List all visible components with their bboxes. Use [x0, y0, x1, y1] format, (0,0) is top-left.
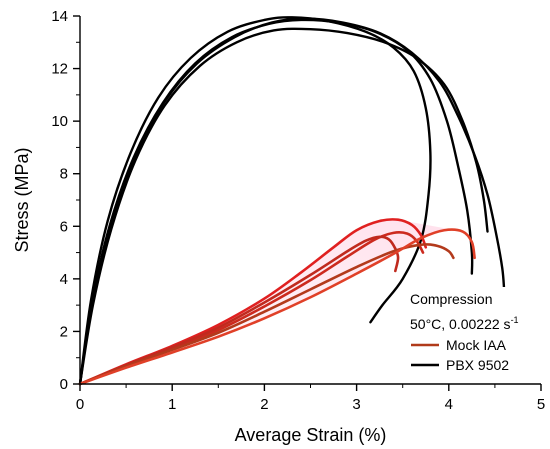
series-line-pbx-9502-3	[78, 27, 489, 386]
x-tick-label: 4	[445, 396, 453, 413]
legend-title-conditions: 50°C, 0.00222 s-1	[410, 315, 519, 332]
y-tick-label: 12	[51, 61, 68, 78]
y-tick-label: 0	[60, 376, 68, 393]
legend-conditions-superscript: -1	[511, 315, 519, 325]
series-line-pbx-9502-4	[78, 17, 506, 386]
series-layer	[78, 16, 506, 386]
x-tick-label: 2	[260, 396, 268, 413]
y-ticks: 0 2 4 6 8 10 12 14	[51, 8, 80, 393]
x-tick-label: 5	[537, 396, 545, 413]
series-line-mock-iaa-7	[78, 235, 400, 386]
legend-label-pbx-9502: PBX 9502	[446, 357, 509, 373]
series-line-pbx-9502-1	[78, 16, 432, 386]
y-tick-label: 14	[51, 8, 68, 25]
legend: Compression 50°C, 0.00222 s-1 Mock IAA P…	[404, 287, 540, 379]
legend-label-mock-iaa: Mock IAA	[446, 337, 507, 353]
x-tick-label: 3	[352, 396, 360, 413]
y-tick-label: 10	[51, 113, 68, 130]
legend-background	[404, 287, 540, 379]
series-line-mock-iaa-9	[78, 228, 476, 386]
legend-title-compression: Compression	[410, 291, 492, 307]
x-axis-title: Average Strain (%)	[235, 425, 387, 445]
y-axis-title: Stress (MPa)	[12, 147, 32, 252]
y-tick-label: 8	[60, 166, 68, 183]
x-tick-label: 1	[168, 396, 176, 413]
x-ticks: 0 1 2 3 4 5	[76, 384, 545, 413]
y-tick-label: 2	[60, 323, 68, 340]
x-tick-label: 0	[76, 396, 84, 413]
y-tick-label: 6	[60, 218, 68, 235]
y-tick-label: 4	[60, 271, 68, 288]
legend-conditions-text: 50°C, 0.00222 s	[410, 316, 511, 332]
series-line-mock-iaa-8	[78, 243, 455, 386]
